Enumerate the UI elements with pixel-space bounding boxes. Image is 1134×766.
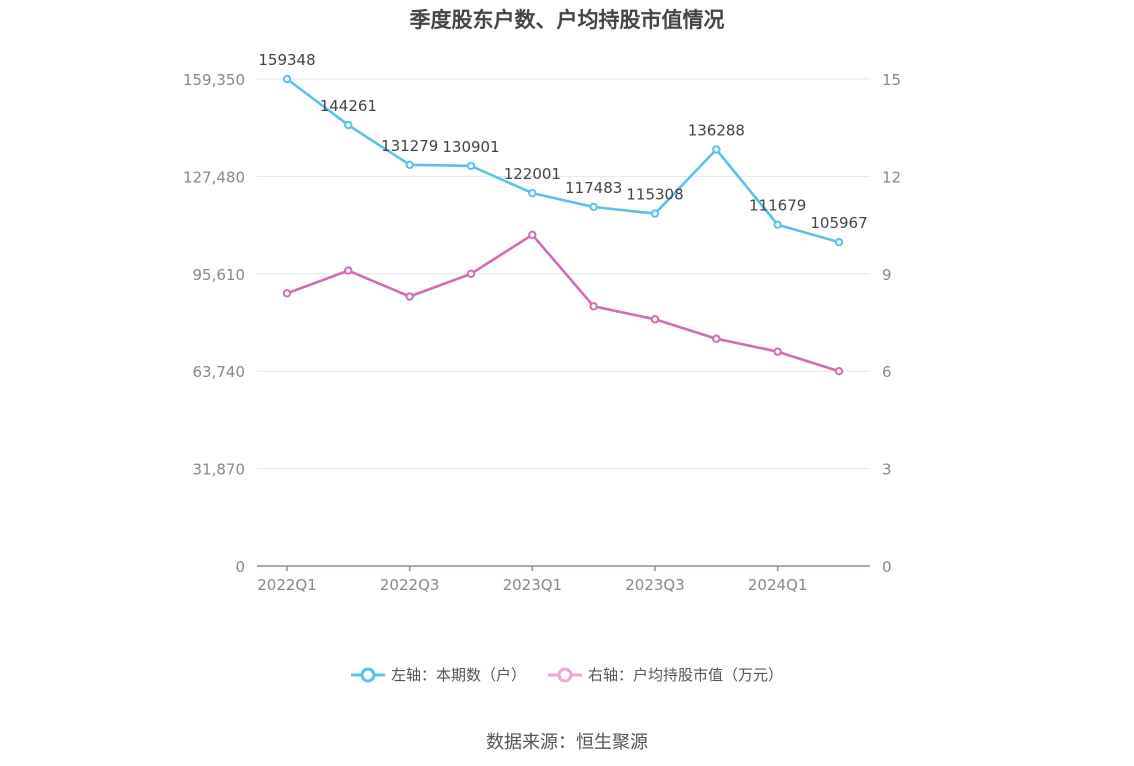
legend-item-right[interactable]: 右轴：户均持股市值（万元） bbox=[548, 664, 783, 685]
right-axis-tick-label: 6 bbox=[882, 363, 892, 381]
data-point-left bbox=[773, 220, 782, 229]
data-label: 131279 bbox=[381, 137, 438, 155]
legend-label-left: 左轴：本期数（户） bbox=[390, 666, 526, 684]
data-point-right bbox=[282, 289, 292, 298]
data-point-left bbox=[712, 145, 721, 154]
data-point-left bbox=[282, 74, 292, 84]
series-line-left bbox=[286, 77, 840, 244]
data-point-left bbox=[466, 161, 476, 171]
chart-title: 季度股东户数、户均持股市值情况 bbox=[409, 8, 725, 32]
data-label: 144261 bbox=[320, 97, 377, 115]
data-label: 130901 bbox=[442, 138, 499, 156]
axes: 0 0 31,870 3 63,740 6 95,610 9 127,480 12 159,350 1… bbox=[183, 71, 901, 594]
data-point-right bbox=[834, 367, 844, 376]
data-label: 111679 bbox=[749, 197, 806, 215]
data-point-right bbox=[712, 334, 721, 343]
data-point-right bbox=[405, 292, 414, 301]
legend-swatch-right bbox=[548, 667, 582, 682]
right-axis-tick-label: 9 bbox=[882, 266, 892, 284]
data-point-right bbox=[344, 266, 353, 275]
data-label: 159348 bbox=[258, 51, 315, 69]
data-point-right bbox=[528, 230, 537, 240]
data-point-left bbox=[344, 120, 353, 130]
left-axis-tick-label: 0 bbox=[235, 558, 245, 576]
data-point-left bbox=[528, 188, 537, 198]
left-axis-tick-label: 159,350 bbox=[183, 71, 245, 89]
chart-area: 0 0 31,870 3 63,740 6 95,610 9 127,480 12 159,350 1… bbox=[183, 51, 901, 594]
data-point-right bbox=[589, 302, 598, 311]
right-axis-tick-label: 12 bbox=[882, 168, 901, 186]
legend: 左轴：本期数（户） 右轴：户均持股市值（万元） bbox=[0, 664, 1134, 685]
x-axis-tick-label: 2023Q3 bbox=[625, 576, 685, 594]
legend-item-left[interactable]: 左轴：本期数（户） bbox=[350, 664, 526, 685]
series-layer bbox=[282, 74, 844, 376]
data-label: 117483 bbox=[565, 179, 622, 197]
right-axis-tick-label: 0 bbox=[882, 558, 892, 576]
left-axis-tick-label: 31,870 bbox=[193, 461, 246, 479]
data-point-right bbox=[650, 315, 660, 324]
data-point-left bbox=[589, 202, 598, 212]
source-note: 数据来源：恒生聚源 bbox=[486, 732, 648, 753]
data-point-right bbox=[466, 269, 476, 278]
legend-label-right: 右轴：户均持股市值（万元） bbox=[588, 666, 784, 684]
data-point-left bbox=[650, 209, 660, 218]
legend-swatch-left bbox=[350, 667, 385, 682]
x-axis-tick-label: 2023Q1 bbox=[503, 576, 563, 594]
x-axis-tick-label: 2022Q3 bbox=[380, 576, 440, 594]
left-axis-tick-label: 95,610 bbox=[193, 266, 246, 284]
data-label: 122001 bbox=[504, 165, 561, 183]
data-label: 105967 bbox=[810, 214, 867, 232]
data-point-right bbox=[773, 347, 782, 356]
right-axis-tick-label: 3 bbox=[882, 461, 892, 479]
right-axis-tick-label: 15 bbox=[882, 71, 901, 89]
data-label: 136288 bbox=[688, 121, 745, 139]
data-point-left bbox=[405, 160, 414, 169]
x-axis-tick-label: 2022Q1 bbox=[257, 576, 317, 594]
data-label: 115308 bbox=[626, 186, 683, 204]
left-axis-tick-label: 127,480 bbox=[183, 168, 245, 186]
left-axis-tick-label: 63,740 bbox=[193, 363, 246, 381]
x-axis-tick-label: 2024Q1 bbox=[748, 576, 808, 594]
series-line-right bbox=[286, 233, 840, 373]
data-point-left bbox=[834, 237, 844, 247]
